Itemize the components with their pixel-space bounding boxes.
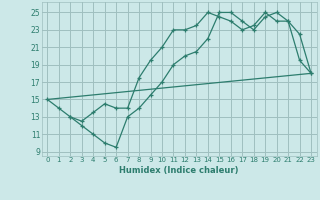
X-axis label: Humidex (Indice chaleur): Humidex (Indice chaleur) bbox=[119, 166, 239, 175]
